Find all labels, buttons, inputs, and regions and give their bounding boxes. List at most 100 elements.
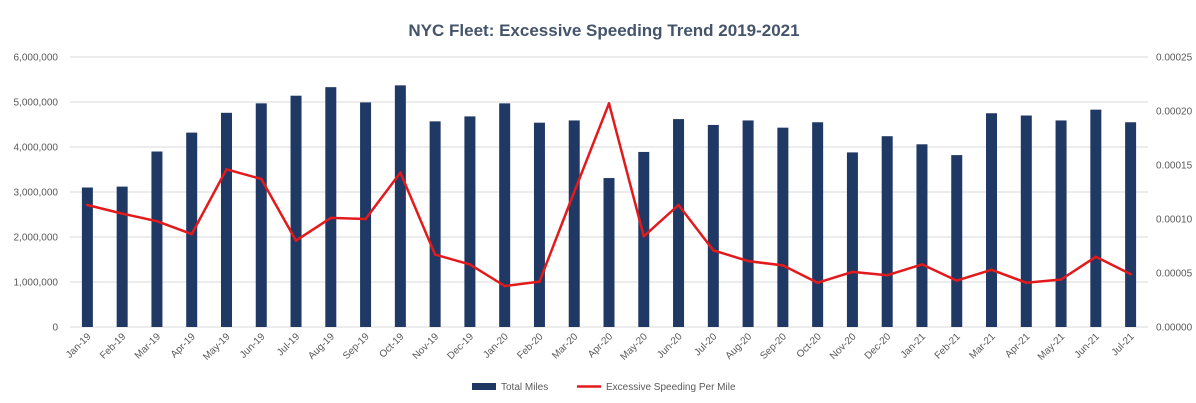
line-point xyxy=(120,212,124,215)
x-tick-label: Nov-20 xyxy=(828,331,859,362)
left-y-tick-label: 0 xyxy=(52,323,58,334)
x-tick-label: Sep-20 xyxy=(758,331,789,362)
x-tick-label: Feb-19 xyxy=(98,331,128,361)
bar xyxy=(638,151,650,327)
line-point xyxy=(572,190,576,194)
bar xyxy=(568,120,580,327)
line-point xyxy=(781,264,785,267)
bar xyxy=(116,186,128,327)
x-tick-label: Oct-19 xyxy=(377,331,406,360)
legend-swatch-total-miles xyxy=(472,383,496,390)
left-y-tick-label: 2,000,000 xyxy=(14,233,59,244)
x-tick-label: Feb-20 xyxy=(515,331,545,361)
x-tick-label: Apr-20 xyxy=(586,331,615,360)
line-point xyxy=(399,171,402,174)
bar xyxy=(916,144,928,327)
x-axis: Jan-19 Feb-19 Mar-19 Apr-19 May-19 Jun-19 Jul-… xyxy=(64,331,1137,363)
bar xyxy=(360,102,372,327)
right-y-tick-label: 0.00020 xyxy=(1156,107,1193,118)
line-point xyxy=(155,219,159,223)
bar xyxy=(290,95,302,327)
line-point xyxy=(86,203,89,207)
x-tick-label: Apr-19 xyxy=(169,331,198,360)
bar xyxy=(742,120,754,327)
x-tick-label: Jul-19 xyxy=(275,331,302,358)
x-tick-label: Jul-21 xyxy=(1110,331,1137,358)
bar xyxy=(603,178,615,327)
bar xyxy=(846,152,858,327)
bar xyxy=(220,112,232,327)
bar xyxy=(812,122,824,327)
line-point xyxy=(259,177,263,181)
x-tick-label: Feb-21 xyxy=(933,331,963,361)
x-tick-label: Dec-19 xyxy=(445,331,476,362)
bar xyxy=(1125,122,1137,327)
legend-label-total-miles: Total Miles xyxy=(501,382,548,393)
left-y-axis: 0 1,000,000 2,000,000 3,000,000 4,000,000 5,0… xyxy=(14,53,59,334)
x-tick-label: Jan-20 xyxy=(481,331,511,361)
x-tick-label: Oct-20 xyxy=(795,331,824,360)
x-tick-label: Mar-21 xyxy=(967,331,997,361)
x-tick-label: May-19 xyxy=(201,331,233,363)
bar xyxy=(951,155,963,327)
bar xyxy=(464,116,476,328)
line-point xyxy=(190,232,194,236)
x-tick-label: Jan-19 xyxy=(64,331,94,361)
bar xyxy=(1055,120,1067,327)
chart-title: NYC Fleet: Excessive Speeding Trend 2019… xyxy=(408,21,799,40)
bar xyxy=(429,121,441,327)
x-tick-label: May-21 xyxy=(1036,331,1068,363)
line-point xyxy=(433,253,437,256)
bar xyxy=(533,122,545,327)
line-point xyxy=(1094,255,1098,259)
line-point xyxy=(816,281,819,285)
x-tick-label: May-20 xyxy=(619,331,651,363)
line-point xyxy=(990,268,993,272)
x-tick-label: Aug-19 xyxy=(306,331,337,362)
right-y-axis: 0.00000 0.00005 0.00010 0.00015 0.00020 0.000… xyxy=(1156,53,1193,334)
bar xyxy=(325,87,337,328)
bar xyxy=(151,151,163,327)
line-point xyxy=(1024,281,1028,285)
x-tick-label: Aug-20 xyxy=(724,331,755,362)
line-point xyxy=(225,168,228,171)
line-point xyxy=(1129,272,1132,276)
x-tick-label: Nov-19 xyxy=(411,331,442,362)
bar-series-total-miles xyxy=(81,85,1137,328)
x-tick-label: Mar-20 xyxy=(550,331,580,361)
bar xyxy=(255,103,267,327)
x-tick-label: Sep-19 xyxy=(341,331,372,362)
line-point xyxy=(294,239,298,242)
line-point xyxy=(885,273,889,277)
bar xyxy=(986,113,998,327)
line-point xyxy=(364,217,367,221)
right-y-tick-label: 0.00015 xyxy=(1156,161,1193,172)
line-point xyxy=(503,284,506,288)
bar xyxy=(777,127,789,328)
bar xyxy=(394,85,406,327)
left-y-tick-label: 5,000,000 xyxy=(14,98,59,109)
right-y-tick-label: 0.00025 xyxy=(1156,53,1193,64)
line-point xyxy=(920,263,924,266)
line-point xyxy=(607,102,611,105)
x-tick-label: Jun-20 xyxy=(655,331,685,361)
line-point xyxy=(642,234,646,238)
left-y-tick-label: 1,000,000 xyxy=(14,278,59,289)
bar xyxy=(1020,115,1032,327)
line-point xyxy=(851,270,854,274)
x-tick-label: Jun-19 xyxy=(238,331,268,361)
left-y-tick-label: 6,000,000 xyxy=(14,53,59,64)
bar xyxy=(81,187,93,327)
x-tick-label: Dec-20 xyxy=(863,331,894,362)
bar xyxy=(881,136,893,327)
line-point xyxy=(955,279,959,282)
legend: Total Miles Excessive Speeding Per Mile xyxy=(472,382,736,393)
x-tick-label: Mar-19 xyxy=(133,331,163,361)
line-point xyxy=(712,249,715,252)
line-point xyxy=(677,203,680,207)
bar xyxy=(499,103,511,327)
x-tick-label: Jan-21 xyxy=(899,331,929,361)
left-y-tick-label: 3,000,000 xyxy=(14,188,59,199)
left-y-tick-label: 4,000,000 xyxy=(14,143,59,154)
